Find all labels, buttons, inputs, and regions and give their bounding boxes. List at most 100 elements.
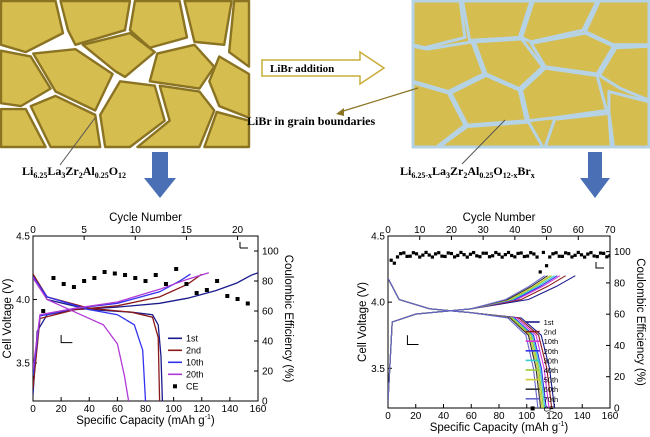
grain-0: [411, 0, 467, 50]
legend-label-20th: 20th: [186, 369, 204, 379]
ce-point: [61, 282, 66, 286]
ce-point: [392, 261, 396, 265]
y2-tick-label: 0: [262, 397, 268, 408]
ce-point: [516, 251, 520, 256]
y-tick-label: 3.5: [16, 358, 30, 369]
y2-tick-label: 100: [614, 247, 631, 258]
y-tick-label: 4.5: [371, 232, 385, 243]
ce-point: [453, 255, 457, 259]
x2-tick-label: 50: [541, 225, 553, 236]
right-formula: Li6.25-xLa3Zr2Al0.25O12-xBrx: [400, 164, 535, 180]
legend-label-CE: CE: [186, 381, 199, 391]
grain-13: [136, 84, 216, 149]
ce-point: [589, 251, 593, 255]
ce-point: [500, 255, 504, 259]
x-tick-label: 20: [410, 411, 422, 422]
y-tick-label: 4.0: [16, 295, 30, 306]
x2-tick-label: 10: [130, 225, 142, 236]
grain-8: [411, 81, 467, 149]
ce-point: [503, 253, 507, 257]
ce-point: [399, 252, 403, 256]
x2-tick-label: 20: [446, 225, 458, 236]
x2-tick-label: 5: [81, 225, 87, 236]
x-tick-label: 160: [602, 411, 619, 422]
legend-label-40th: 40th: [544, 366, 559, 375]
ce-point: [389, 258, 393, 262]
ce-point: [576, 250, 580, 255]
legend-label-2nd: 2nd: [544, 328, 557, 337]
ce-point: [608, 254, 610, 258]
ce-point: [602, 251, 606, 255]
ce-point: [408, 254, 412, 258]
ce-point: [579, 253, 584, 257]
grain-8: [148, 43, 216, 90]
left-grain-schematic: [0, 0, 251, 149]
ce-point: [551, 252, 555, 256]
ce-point: [456, 253, 460, 258]
plot-area: [33, 267, 258, 401]
ce-point: [570, 255, 574, 259]
ce-point: [522, 254, 526, 259]
ce-point: [506, 250, 511, 255]
discharge-curve-2nd: [33, 273, 161, 401]
y2-tick-label: 80: [614, 278, 626, 289]
ce-point: [472, 250, 476, 255]
right-formula-pointer: [461, 119, 506, 165]
ce-point: [557, 254, 561, 258]
x-axis-title: Specific Capacity (mAh g-1): [430, 421, 569, 434]
ce-point: [494, 250, 498, 255]
y-axis-title: Cell Voltage (V): [357, 282, 369, 362]
ce-point: [440, 254, 444, 258]
ce-point: [184, 282, 189, 286]
x2-tick-label: 0: [385, 225, 391, 236]
ce-point: [204, 288, 209, 292]
grain-12: [98, 80, 166, 149]
y2-tick-label: 100: [262, 247, 279, 258]
grain-11: [607, 90, 650, 149]
ce-point: [92, 276, 97, 280]
x-tick-label: 0: [30, 404, 36, 415]
x2-tick-label: 30: [478, 225, 490, 236]
ce-point: [598, 251, 603, 255]
y2-tick-label: 0: [614, 404, 620, 415]
legend-label-20th: 20th: [544, 347, 559, 356]
charge-curve-1st: [33, 272, 258, 395]
libr-addition-label: LiBr addition: [270, 63, 334, 75]
ce-point: [478, 255, 482, 259]
x-tick-label: 120: [546, 411, 563, 422]
grain-9: [208, 55, 251, 120]
ce-point: [215, 279, 220, 283]
grain-6: [529, 31, 616, 76]
y-tick-label: 3.5: [371, 364, 385, 375]
discharge-curve-20th: [33, 277, 130, 401]
ce-point: [468, 252, 473, 256]
y2-tick-label: 20: [614, 372, 626, 383]
charge-curve-2nd: [33, 273, 203, 389]
x-tick-label: 20: [56, 404, 68, 415]
ce-point: [133, 276, 138, 280]
top-axis-title: Cycle Number: [109, 212, 182, 224]
legend-label-1st: 1st: [186, 333, 199, 343]
ce-point: [573, 253, 577, 257]
legend-label-CE: CE: [544, 404, 554, 413]
x-tick-label: 100: [165, 404, 182, 415]
ce-point: [465, 255, 469, 259]
y2-tick-label: 40: [262, 337, 274, 348]
right-axis-marker: [595, 262, 604, 269]
right-down-arrow: [580, 152, 610, 198]
x-tick-label: 140: [574, 411, 591, 422]
grain-0: [0, 0, 65, 54]
ce-point: [554, 251, 558, 255]
x-tick-label: 60: [466, 411, 478, 422]
legend-label-1st: 1st: [544, 318, 555, 327]
ce-point: [525, 254, 530, 258]
grain-4: [227, 0, 251, 68]
x-tick-label: 0: [385, 411, 391, 422]
ce-point: [418, 255, 422, 259]
x-tick-label: 120: [193, 404, 210, 415]
grain-2: [520, 0, 599, 44]
ce-point: [592, 254, 596, 258]
